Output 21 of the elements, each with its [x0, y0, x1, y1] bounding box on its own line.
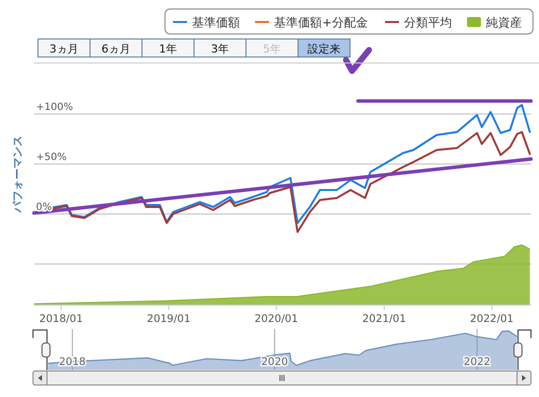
y-tick-label: +100%	[36, 102, 73, 113]
legend-label: 基準価額	[192, 16, 240, 30]
text: 設定来	[308, 42, 340, 56]
x-tick-label: 2020	[261, 356, 288, 368]
x-tick-label: 2020/01	[254, 313, 298, 325]
x-tick-label: 2022/01	[470, 313, 514, 325]
y-axis-title: パフォーマンス	[11, 136, 24, 214]
x-tick-label: 2018/01	[39, 313, 83, 325]
x-tick-label: 2021/01	[362, 313, 406, 325]
text: 6ヵ月	[102, 42, 130, 56]
y-tick-label: 0%	[36, 202, 52, 213]
legend-label: 純資産	[486, 16, 522, 30]
text: 1年	[159, 42, 177, 56]
x-tick-label: 2022	[464, 356, 490, 368]
text: 3年	[211, 42, 229, 56]
legend-label: 基準価額+分配金	[274, 16, 368, 30]
legend-label: 分類平均	[404, 16, 452, 30]
y-tick-label: +50%	[36, 152, 67, 163]
x-tick-label: 2019/01	[146, 313, 191, 325]
text: 5年	[263, 42, 281, 56]
text: 3ヵ月	[50, 42, 78, 56]
